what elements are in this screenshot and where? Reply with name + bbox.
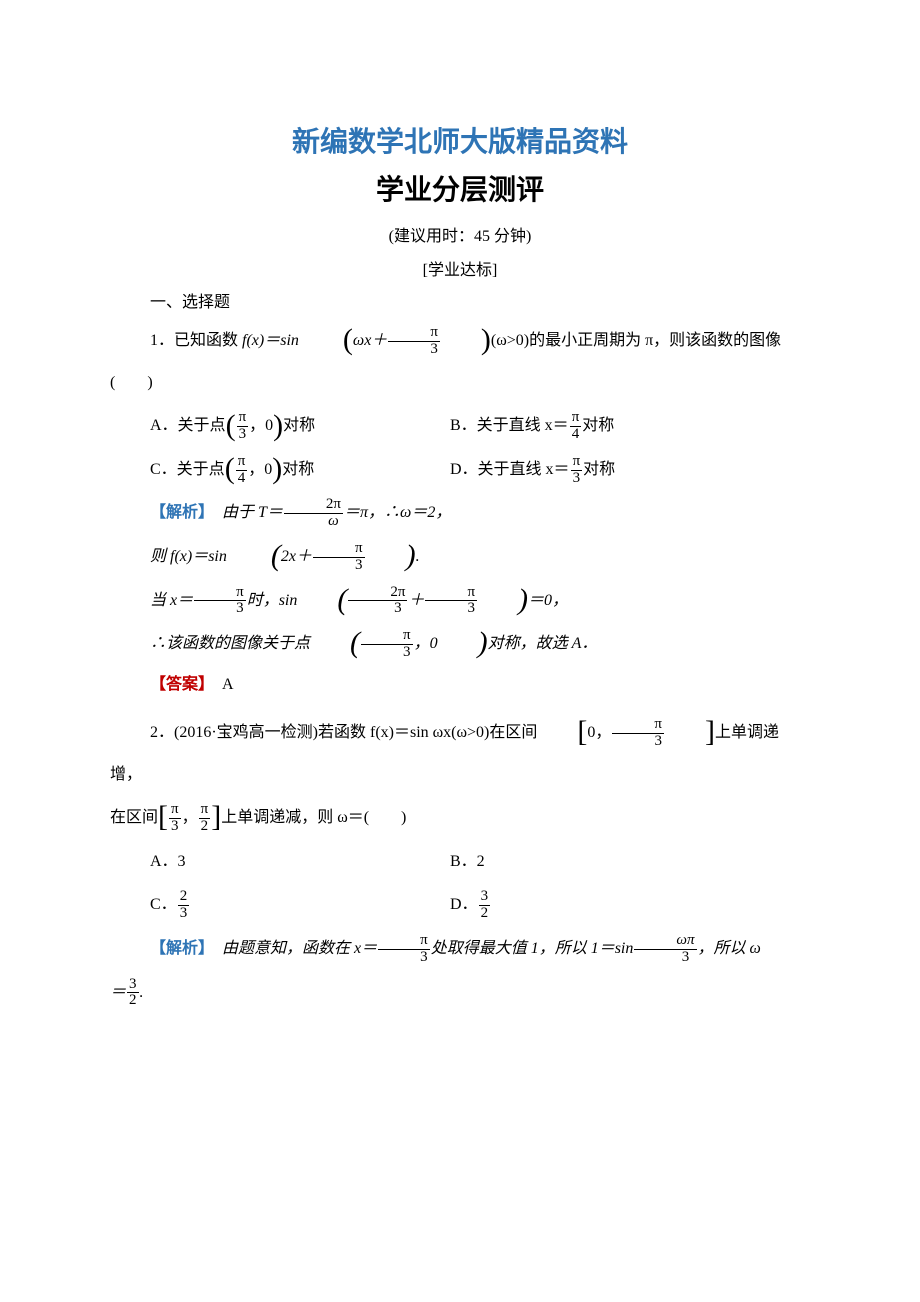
q1-a4-frac: π3 (361, 628, 413, 661)
rparen-icon: ) (273, 411, 283, 441)
q2-int2-comma: ， (182, 809, 198, 826)
q1-a1a: 由于 T＝ (222, 504, 283, 521)
section-bracket: [学业达标] (110, 256, 810, 280)
q2-optC-pre: C． (150, 896, 177, 913)
lparen-icon: ( (297, 585, 347, 615)
q1-optC-tail: 对称 (282, 461, 314, 478)
q2-ab: 处取得最大值 1，所以 1＝sin (431, 940, 634, 957)
q2-optD-pre: D． (450, 896, 478, 913)
q1-optA-frac: π3 (237, 410, 249, 443)
q2-stem-line1: 2．(2016·宝鸡高一检测)若函数 f(x)＝sin ωx(ω>0)在区间[0… (110, 712, 810, 795)
q2-ac: ，所以 ω (698, 940, 761, 957)
q1-optA: A．关于点(π3，0)对称 (150, 405, 450, 447)
q2-stem-line2: 在区间[π3，π2]上单调递减，则 ω＝( ) (110, 797, 810, 839)
q1-analysis-2: 则 f(x)＝sin (2x＋π3). (110, 536, 810, 578)
doc-title-blue: 新编数学北师大版精品资料 (110, 120, 810, 160)
q1-optD-pre: D．关于直线 x＝ (450, 461, 570, 478)
q2-line2-pre: 在区间 (110, 809, 158, 826)
q1-answer-val: A (222, 676, 234, 693)
q2-int1-a: 0， (587, 724, 611, 741)
q2-aa: 由题意知，函数在 x＝ (222, 940, 377, 957)
q2-optC-frac: 23 (178, 889, 190, 922)
lparen-icon: ( (225, 454, 235, 484)
q2-ad: ＝ (110, 984, 126, 1001)
q2-optB: B．2 (450, 841, 810, 883)
lparen-icon: ( (226, 411, 236, 441)
rbracket-icon: ] (211, 802, 221, 832)
rparen-icon: ) (438, 628, 488, 658)
q1-a3a: 当 x＝ (150, 592, 193, 609)
q1-analysis-3: 当 x＝π3时，sin(2π3＋π3)＝0， (110, 580, 810, 622)
q1-prefix: 1．已知函数 (150, 332, 242, 349)
q1-analysis-1: 【解析】 由于 T＝2πω＝π，∴ω＝2， (110, 492, 810, 534)
q2-int1-frac: π3 (612, 717, 664, 750)
q1-frac-a: π3 (388, 325, 440, 358)
q2-optA: A．3 (150, 841, 450, 883)
rparen-icon: ) (478, 585, 528, 615)
lbracket-icon: [ (537, 717, 587, 747)
q2-ae: . (140, 984, 144, 1001)
q2-a-frac3: 32 (127, 977, 139, 1010)
q1-optA-tail: 对称 (283, 417, 315, 434)
q1-a2-inside: 2x＋ (281, 548, 312, 565)
doc-title-black: 学业分层测评 (110, 168, 810, 208)
q2-optD: D．32 (450, 884, 810, 926)
q1-a3-frac2: 2π3 (348, 585, 407, 618)
q1-a2a: 则 f(x)＝sin (150, 548, 227, 565)
rparen-icon: ) (441, 325, 491, 355)
analysis-label: 【解析】 (150, 940, 214, 957)
q2-optC: C．23 (150, 884, 450, 926)
q1-analysis-4: ∴该函数的图像关于点(π3，0)对称，故选 A． (110, 623, 810, 665)
q1-optD-tail: 对称 (583, 461, 615, 478)
q1-answer: 【答案】 A (110, 667, 810, 702)
q1-a3-plus: ＋ (408, 592, 424, 609)
q1-optC-frac: π4 (236, 454, 248, 487)
rparen-icon: ) (366, 541, 416, 571)
q2-analysis-2: ＝32. (110, 972, 810, 1014)
rparen-icon: ) (272, 454, 282, 484)
q1-optC-pre: C．关于点 (150, 461, 225, 478)
q1-a4-post: ，0 (414, 635, 438, 652)
q1-optB-pre: B．关于直线 x＝ (450, 417, 569, 434)
q1-a3-frac1: π3 (194, 585, 246, 618)
answer-label: 【答案】 (150, 676, 214, 693)
q2-analysis-1: 【解析】 由题意知，函数在 x＝π3处取得最大值 1，所以 1＝sinωπ3，所… (110, 928, 810, 970)
q1-stem: 1．已知函数 f(x)＝sin (ωx＋π3)(ω>0)的最小正周期为 π，则该… (110, 320, 810, 403)
lparen-icon: ( (231, 541, 281, 571)
q1-optA-pre: A．关于点 (150, 417, 226, 434)
time-note: (建议用时：45 分钟) (110, 222, 810, 246)
q2-a-frac2: ωπ3 (634, 933, 696, 966)
q1-a2-frac: π3 (313, 541, 365, 574)
q1-func: f(x)＝sin (242, 332, 299, 349)
q1-optD-frac: π3 (571, 454, 583, 487)
q1-a3-frac3: π3 (425, 585, 477, 618)
q1-a4a: ∴该函数的图像关于点 (150, 635, 310, 652)
q1-optB-tail: 对称 (582, 417, 614, 434)
q1-optB-frac: π4 (570, 410, 582, 443)
q1-a4-tail: 对称，故选 A． (488, 635, 598, 652)
lparen-icon: ( (310, 628, 360, 658)
q1-optD: D．关于直线 x＝π3对称 (450, 449, 810, 491)
q1-a3b: 时，sin (247, 592, 298, 609)
section-heading: 一、选择题 (110, 288, 810, 312)
q1-a3-tail: ＝0， (528, 592, 568, 609)
q1-optC: C．关于点(π4，0)对称 (150, 449, 450, 491)
q2-line2-post: 上单调递减，则 ω＝( ) (221, 809, 406, 826)
q1-optC-post: ，0 (248, 461, 272, 478)
q2-prefix: 2．(2016·宝鸡高一检测)若函数 f(x)＝sin ωx(ω>0)在区间 (150, 724, 537, 741)
q1-a1b: ＝π，∴ω＝2， (344, 504, 451, 521)
q2-a-frac1: π3 (378, 933, 430, 966)
q1-inside: ωx＋ (353, 332, 387, 349)
q1-a2-tail: . (416, 548, 420, 565)
analysis-label: 【解析】 (150, 504, 214, 521)
lparen-icon: ( (303, 325, 353, 355)
q2-int2-frac1: π3 (169, 802, 181, 835)
q1-optA-post: ，0 (249, 417, 273, 434)
q1-optB: B．关于直线 x＝π4对称 (450, 405, 810, 447)
rbracket-icon: ] (665, 717, 715, 747)
q2-optD-frac: 32 (479, 889, 491, 922)
lbracket-icon: [ (158, 802, 168, 832)
q1-a1-frac: 2πω (284, 497, 343, 530)
q2-int2-frac2: π2 (199, 802, 211, 835)
